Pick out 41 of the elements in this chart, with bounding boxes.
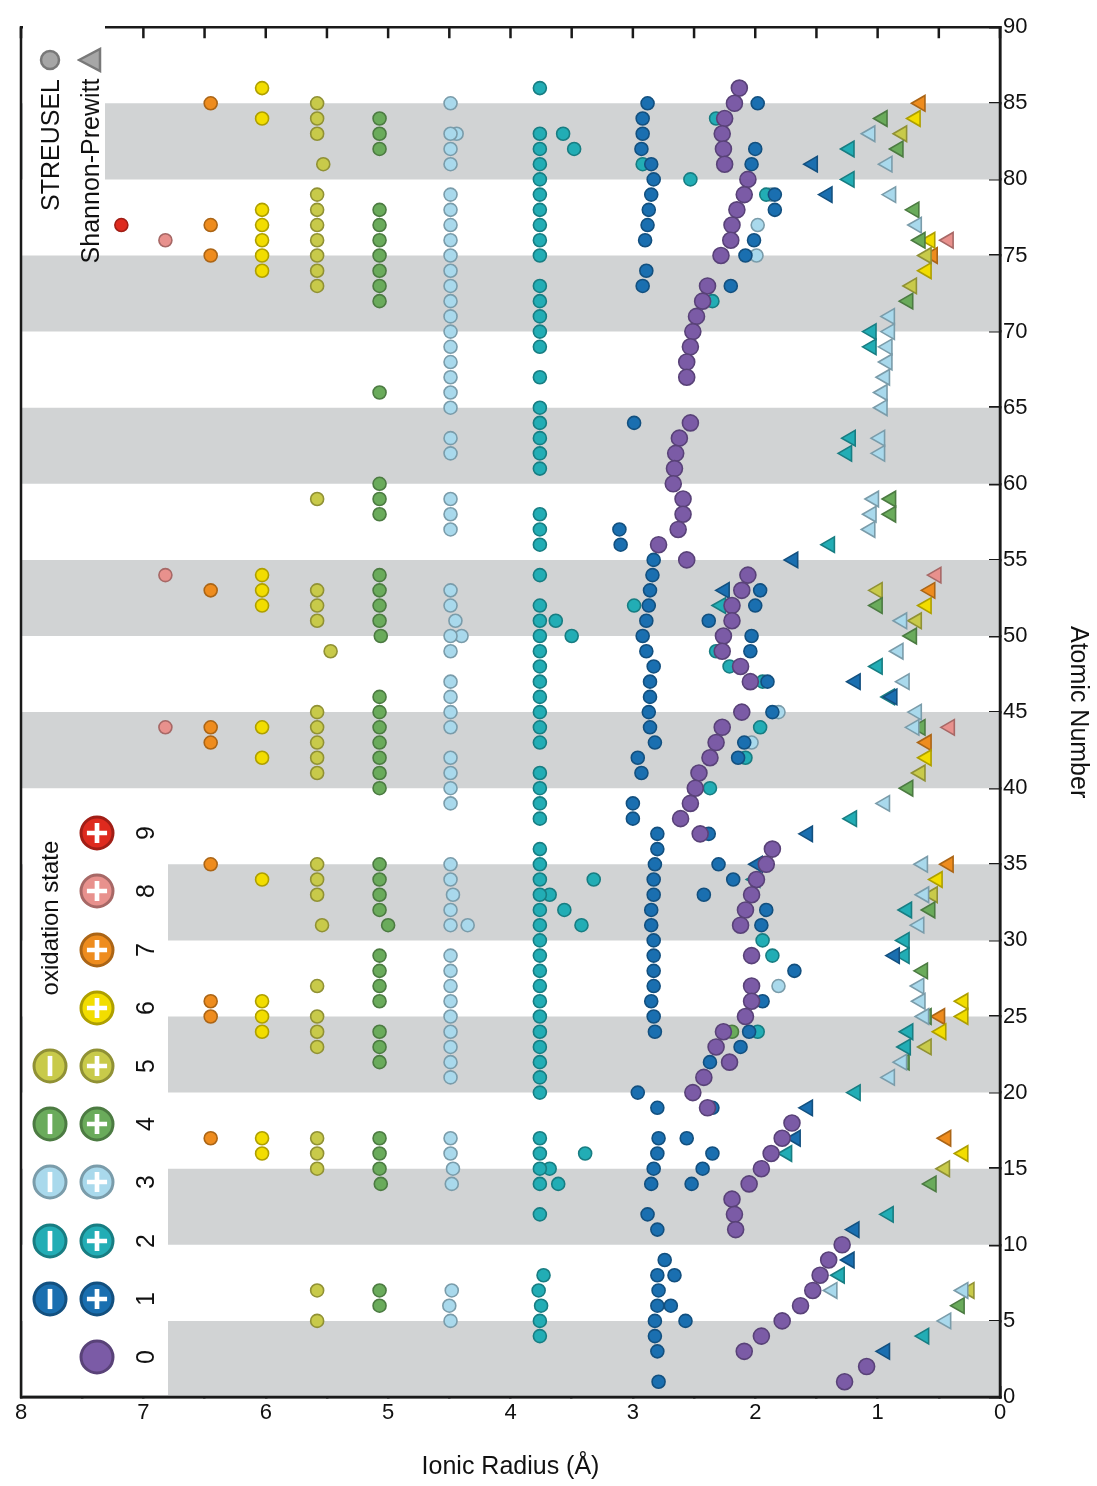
x-tick-label: 3	[626, 1399, 639, 1425]
x-tick-label: 7	[137, 1399, 150, 1425]
legend-label: 9	[130, 826, 159, 841]
y-tick-label: 55	[1003, 545, 1028, 571]
y-tick-label: 30	[1003, 926, 1028, 952]
x-tick-label: 8	[14, 1399, 28, 1425]
legend-label: 1	[130, 1291, 159, 1306]
legend-label: 2	[130, 1233, 159, 1248]
legend-label: 6	[130, 1000, 159, 1015]
y-tick-label: 80	[1003, 165, 1028, 191]
annotation: Shannon-Prewitt	[75, 78, 104, 264]
y-tick-label: 40	[1003, 774, 1028, 800]
y-tick-label: 45	[1003, 698, 1028, 724]
y-tick-label: 10	[1003, 1230, 1028, 1256]
y-tick-label: 85	[1003, 89, 1028, 115]
x-tick-label: 6	[259, 1399, 272, 1425]
x-tick-label: 5	[382, 1399, 395, 1425]
y-tick-label: 60	[1003, 469, 1028, 495]
y-tick-label: 65	[1003, 393, 1028, 419]
legend-label: 4	[130, 1117, 159, 1132]
legend-label: 5	[130, 1059, 159, 1073]
y-tick-label: 5	[1003, 1306, 1016, 1332]
x-tick-label: 4	[504, 1399, 517, 1425]
y-tick-label: 35	[1003, 850, 1028, 876]
y-axis-title: Atomic Number	[1066, 625, 1095, 799]
y-tick-label: 15	[1003, 1154, 1028, 1180]
y-tick-label: 50	[1003, 622, 1028, 648]
y-tick-label: 70	[1003, 317, 1028, 343]
y-tick-label: 75	[1003, 241, 1028, 267]
legend-label: 8	[130, 884, 159, 899]
legend-title: oxidation state	[36, 840, 63, 996]
y-tick-label: 90	[1003, 13, 1028, 39]
y-tick-label: 25	[1003, 1002, 1028, 1028]
legend-label: 3	[130, 1175, 159, 1190]
legend-label: 0	[130, 1350, 159, 1364]
x-tick-label: 2	[749, 1399, 762, 1425]
x-tick-label: 1	[871, 1399, 884, 1425]
y-tick-label: 20	[1003, 1078, 1028, 1104]
annotation: STREUSEL	[35, 78, 64, 211]
x-axis-title: Ionic Radius (Å)	[421, 1449, 600, 1479]
legend-label: 7	[130, 942, 159, 957]
